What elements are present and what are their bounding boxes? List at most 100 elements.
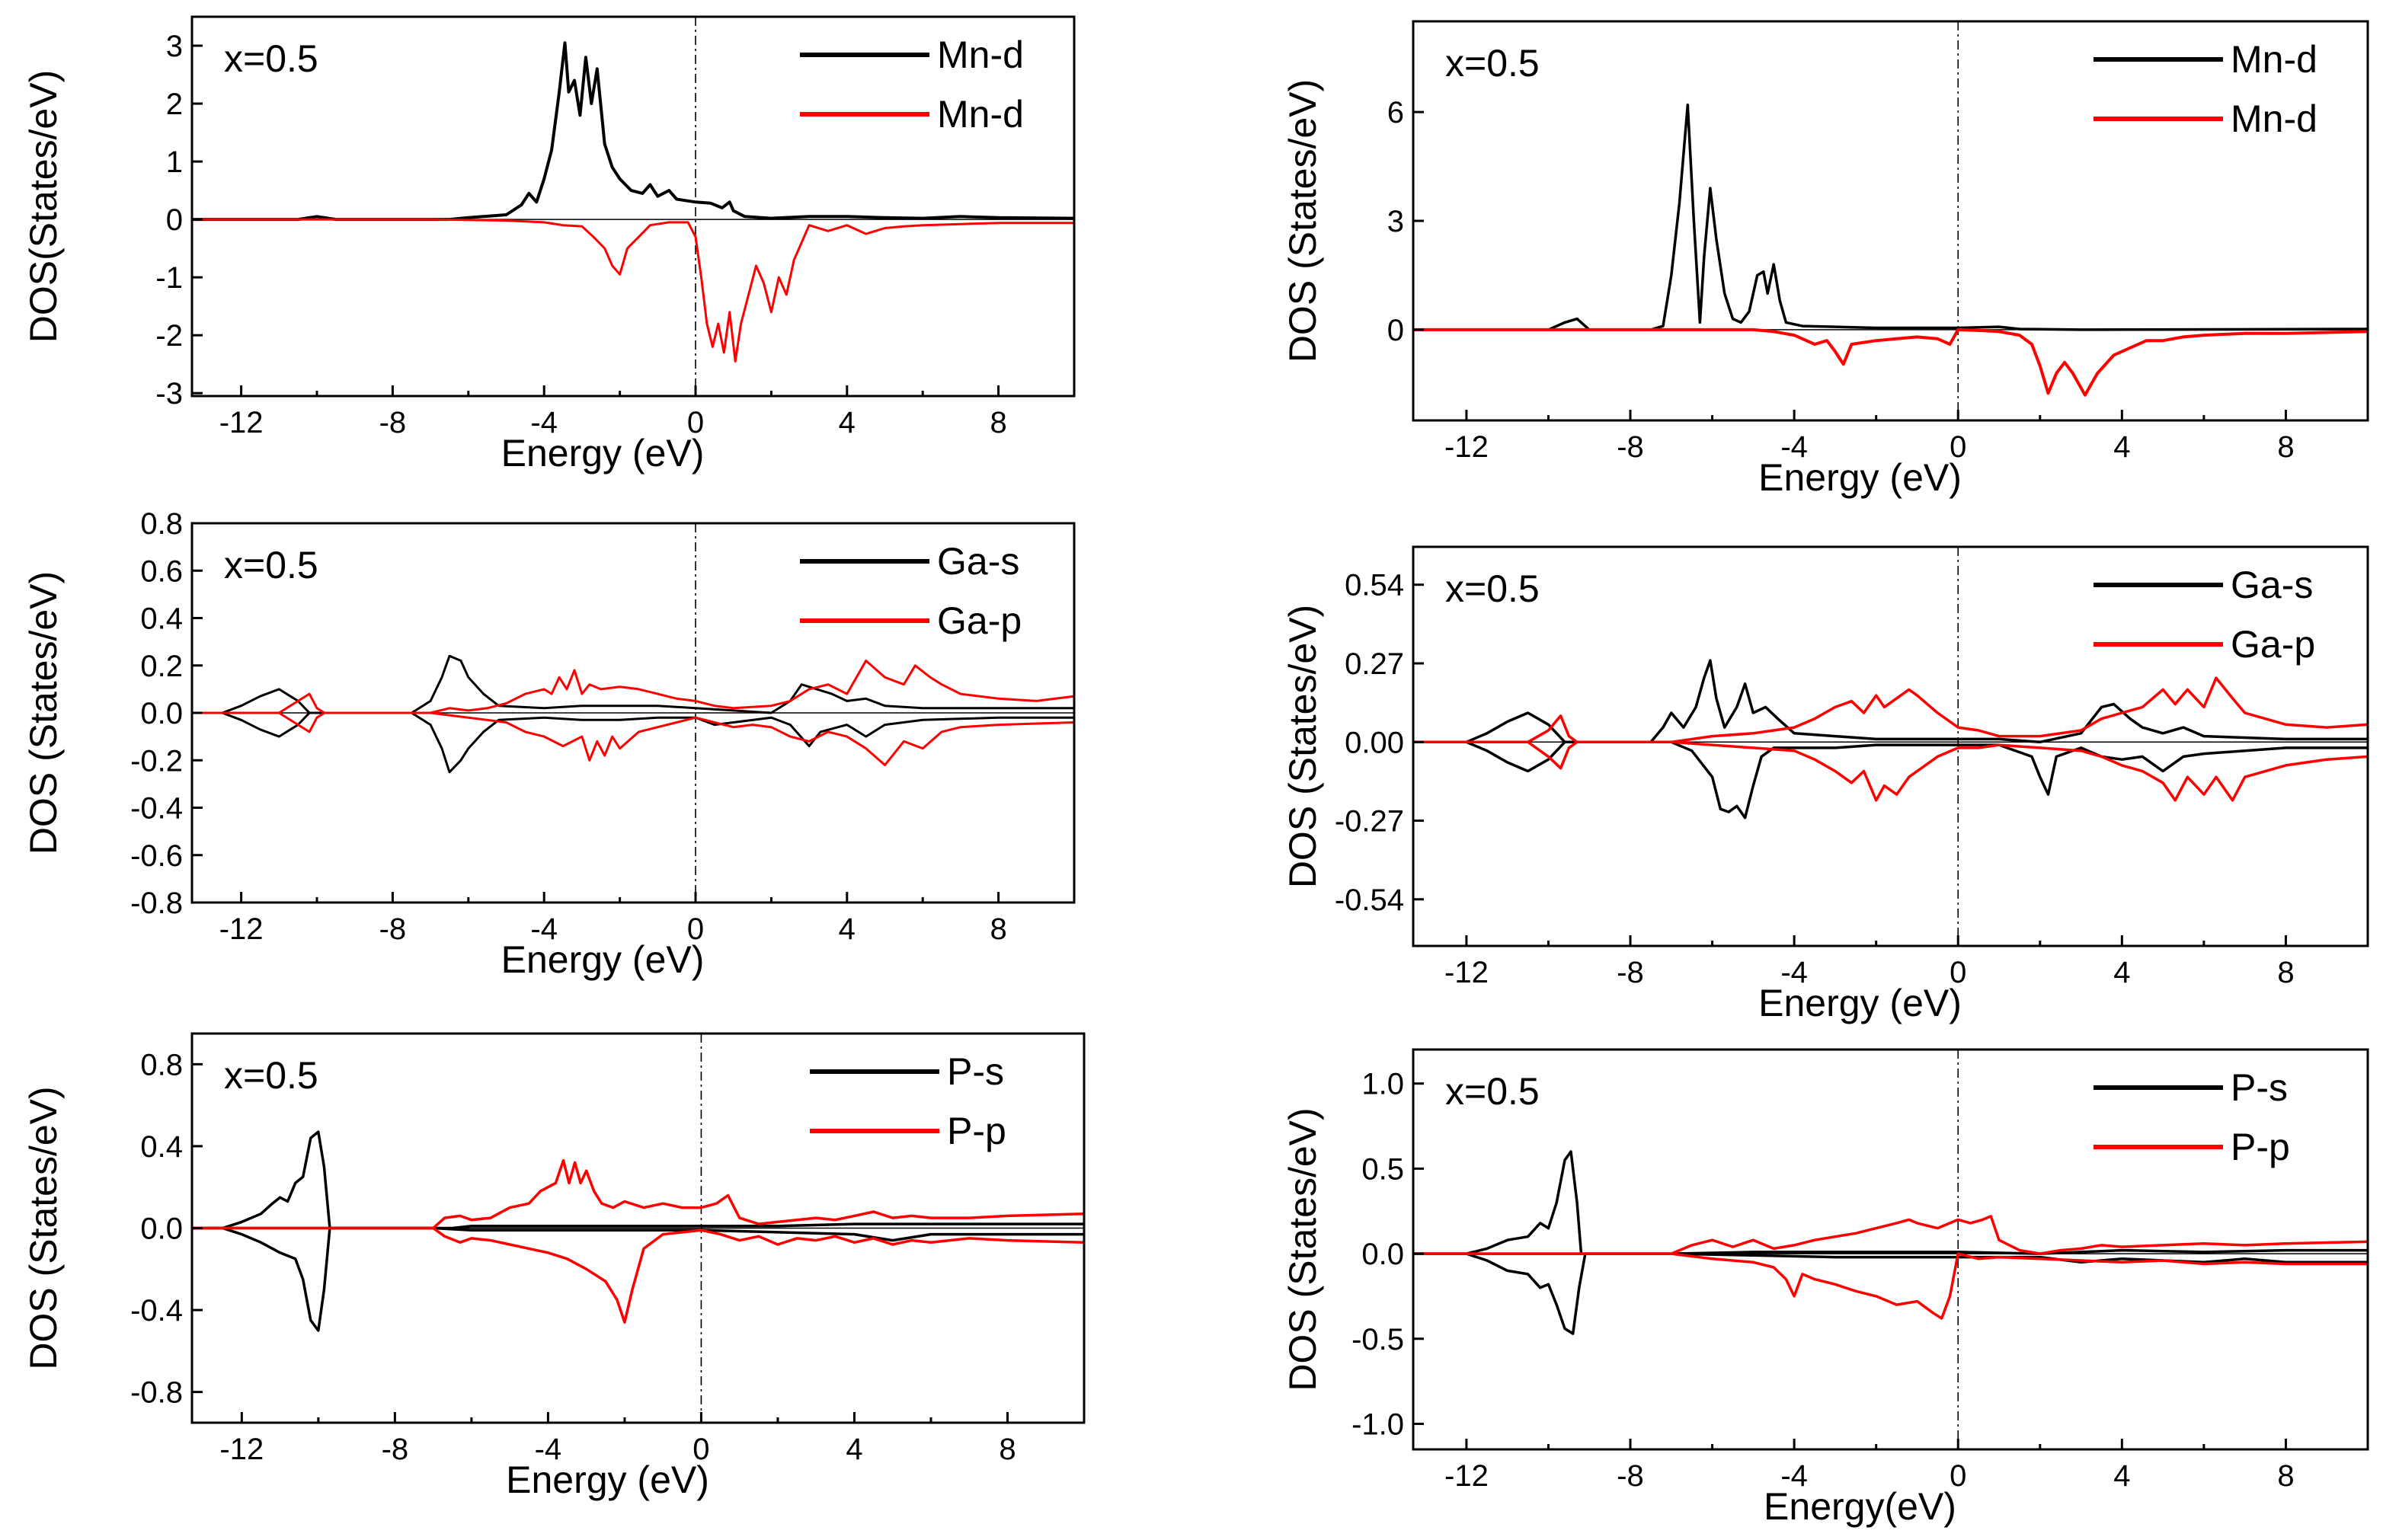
dos-curve-p-p (1413, 1215, 2369, 1255)
legend: P-s P-p (2094, 1066, 2290, 1168)
y-tick-label: 0.8 (140, 1048, 183, 1082)
y-tick-label: 0.0 (140, 697, 183, 730)
y-tick-label: -0.54 (1335, 883, 1404, 917)
y-tick-label: -0.6 (130, 839, 183, 873)
x-tick-label: -12 (1444, 956, 1489, 989)
dos-curve-ga-s (192, 654, 1074, 714)
dos-curve-mn-d (192, 218, 1074, 363)
dos-curve-mn-d (192, 41, 1075, 222)
plot-frame (1412, 20, 2369, 422)
x-tick-label: -8 (379, 406, 407, 439)
dos-curve-p-s (192, 1130, 1084, 1230)
dos-curve-p-s (1413, 1150, 2368, 1255)
x-tick-label: 4 (2113, 956, 2130, 989)
dos-curve-ga-p (1413, 740, 2369, 802)
y-tick-label: 1 (166, 145, 183, 179)
legend-label: Mn-d (937, 93, 1024, 136)
dos-panel: -12 -8 -4 0 4 8 -0.54 -0.27 0.00 0.27 0.54 Energy (… (1281, 545, 2369, 1024)
x-tick-label: -4 (1780, 1459, 1808, 1493)
legend-label: Ga-p (937, 599, 1022, 642)
x-tick-label: 4 (2113, 1459, 2130, 1493)
y-tick-label: 0.5 (1361, 1152, 1404, 1186)
x-tick-label: -8 (1617, 956, 1644, 989)
y-tick-label: 1.0 (1361, 1068, 1404, 1101)
x-tick-label: 8 (2277, 956, 2294, 989)
x-tick-label: -12 (1444, 430, 1489, 464)
dos-curve-ga-p (192, 660, 1075, 714)
x-axis-label: Energy (eV) (1758, 456, 1962, 499)
x-tick-label: 0 (687, 406, 704, 439)
x-axis-label: Energy (eV) (501, 938, 705, 981)
x-tick-label: -8 (1617, 430, 1644, 464)
y-tick-label: 0.4 (140, 602, 183, 636)
x-tick-label: 0 (1950, 1459, 1966, 1493)
y-tick-label: -0.27 (1335, 805, 1404, 839)
y-axis-label: DOS (States/eV) (1281, 605, 1324, 888)
x-tick-label: 4 (839, 406, 856, 439)
x-tick-label: -4 (1780, 956, 1808, 989)
legend-label: P-s (2231, 1066, 2288, 1109)
x-tick-label: 4 (846, 1433, 862, 1466)
dos-curve-ga-s (192, 711, 1074, 774)
x-axis-label: Energy(eV) (1764, 1485, 1956, 1528)
y-tick-label: -0.8 (130, 887, 183, 920)
y-tick-label: 3 (166, 30, 183, 63)
x-tick-label: -12 (219, 1433, 264, 1466)
plot-frame (190, 15, 1076, 398)
legend: Ga-s Ga-p (800, 540, 1022, 642)
x-tick-label: -4 (535, 1433, 562, 1466)
y-tick-label: 3 (1387, 205, 1404, 238)
composition-annotation: x=0.5 (224, 37, 318, 80)
x-tick-label: 0 (693, 1433, 709, 1466)
y-tick-label: 0.00 (1345, 726, 1404, 759)
x-tick-label: -8 (379, 912, 407, 946)
x-tick-label: 8 (2277, 1459, 2294, 1493)
dos-curve-mn-d (1413, 327, 2369, 397)
dos-curve-p-s (1413, 1252, 2368, 1335)
dos-panel: -12 -8 -4 0 4 8 0 3 6 Energy (eV) DOS (States/eV) x… (1281, 20, 2369, 499)
y-axis-label: DOS (States/eV) (22, 571, 65, 855)
x-tick-label: 8 (2277, 430, 2294, 464)
dos-panel: -12 -8 -4 0 4 8 -0.8 -0.4 0.0 0.4 0.8 Energy (eV) DO… (22, 1032, 1086, 1501)
x-tick-label: 8 (999, 1433, 1016, 1466)
y-tick-label: -2 (155, 319, 183, 353)
legend-label: Ga-s (2231, 564, 2313, 606)
y-axis-label: DOS (States/eV) (1281, 79, 1324, 363)
composition-annotation: x=0.5 (1445, 567, 1540, 610)
dos-curve-p-p (1413, 1252, 2368, 1320)
plot-frame (1412, 1048, 2369, 1451)
composition-annotation: x=0.5 (1445, 1070, 1540, 1113)
y-tick-label: 0.8 (140, 507, 183, 541)
dos-curve-p-s (192, 1226, 1084, 1332)
x-tick-label: -4 (1780, 430, 1808, 464)
y-tick-label: 0.2 (140, 650, 183, 683)
y-tick-label: -3 (155, 377, 183, 411)
y-tick-label: -0.8 (130, 1376, 183, 1410)
x-tick-label: 0 (687, 912, 704, 946)
y-tick-label: -0.4 (130, 1294, 183, 1328)
composition-annotation: x=0.5 (1445, 42, 1540, 85)
y-tick-label: 0.0 (140, 1213, 183, 1246)
x-tick-label: 4 (839, 912, 856, 946)
x-tick-label: -12 (219, 912, 264, 946)
x-tick-label: 4 (2113, 430, 2130, 464)
y-axis-label: DOS (States/eV) (22, 1086, 65, 1369)
legend-label: P-p (947, 1110, 1006, 1152)
x-axis-label: Energy (eV) (501, 432, 705, 474)
dos-curve-ga-s (1413, 740, 2368, 820)
dos-panel: -12 -8 -4 0 4 8 -0.8 -0.6 -0.4 -0.2 0.0 0.2 0.4 0.6 0.… (22, 507, 1076, 981)
y-tick-label: 0 (166, 203, 183, 237)
y-tick-label: 2 (166, 88, 183, 121)
dos-curve-p-p (192, 1226, 1085, 1324)
y-axis-label: DOS (States/eV) (1281, 1107, 1324, 1391)
y-tick-label: 0.4 (140, 1130, 183, 1164)
dos-curve-p-p (192, 1158, 1085, 1230)
y-tick-label: 0.0 (1361, 1238, 1404, 1271)
y-tick-label: -1 (155, 261, 183, 295)
y-tick-label: 0.6 (140, 554, 183, 588)
legend-label: Ga-s (937, 540, 1019, 583)
legend: Mn-d Mn-d (800, 34, 1024, 136)
y-tick-label: 0.27 (1345, 647, 1404, 681)
legend-label: Ga-p (2231, 623, 2315, 666)
